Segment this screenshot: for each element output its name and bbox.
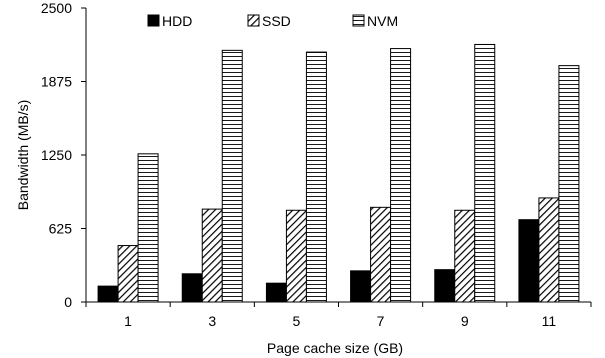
- bar-hdd-11: [518, 219, 540, 303]
- bar-nvm-11: [558, 65, 580, 303]
- bar-ssd-11: [538, 197, 560, 303]
- bar-hdd-5: [265, 282, 287, 303]
- y-axis-title: Bandwidth (MB/s): [15, 100, 31, 210]
- bar-hdd-3: [181, 273, 203, 303]
- legend: HDD SSD NVM: [147, 13, 398, 29]
- bar-ssd-3: [201, 208, 223, 303]
- axes: 0 625 1250 1875 2500 1 3 5 7 9 11: [41, 0, 592, 329]
- x-axis-title: Page cache size (GB): [267, 340, 403, 356]
- x-tick-label: 7: [377, 313, 385, 329]
- legend-label-nvm: NVM: [367, 13, 398, 29]
- bar-nvm-7: [390, 48, 412, 303]
- x-tick-label: 3: [208, 313, 216, 329]
- x-tick-label: 11: [542, 313, 557, 329]
- bar-ssd-7: [370, 206, 392, 303]
- x-tick-label: 5: [293, 313, 301, 329]
- y-tick-label: 2500: [41, 0, 72, 16]
- bar-nvm-9: [474, 43, 496, 303]
- bars: [97, 43, 580, 303]
- y-tick-label: 625: [49, 221, 73, 237]
- bar-nvm-3: [221, 49, 243, 303]
- bar-ssd-9: [454, 209, 476, 303]
- bar-hdd-1: [97, 285, 119, 303]
- bar-hdd-7: [350, 270, 372, 303]
- bar-nvm-1: [137, 153, 159, 303]
- legend-swatch-nvm: [352, 14, 365, 27]
- y-tick-label: 0: [64, 294, 72, 310]
- bar-hdd-9: [434, 269, 456, 303]
- legend-swatch-hdd: [147, 14, 160, 27]
- legend-label-ssd: SSD: [262, 13, 291, 29]
- legend-label-hdd: HDD: [162, 13, 192, 29]
- y-tick-label: 1875: [41, 74, 72, 90]
- legend-swatch-ssd: [247, 14, 260, 27]
- x-tick-label: 9: [461, 313, 469, 329]
- bar-nvm-5: [305, 51, 327, 303]
- bar-ssd-5: [285, 209, 307, 303]
- bar-ssd-1: [117, 245, 139, 303]
- x-tick-label: 1: [124, 313, 132, 329]
- y-tick-label: 1250: [41, 147, 72, 163]
